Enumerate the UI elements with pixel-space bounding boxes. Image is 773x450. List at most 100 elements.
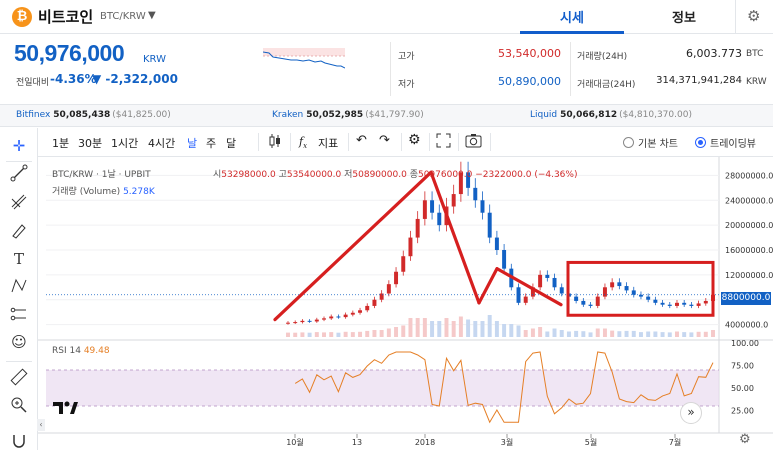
volume-bar: [502, 324, 507, 337]
volume-label: 거래량 (Volume): [52, 187, 121, 197]
ruler-icon[interactable]: [9, 368, 29, 388]
divider: [348, 133, 349, 151]
interval-week[interactable]: 주: [206, 137, 217, 150]
gear-icon[interactable]: ⚙: [408, 132, 421, 148]
rsi-label: RSI 14: [52, 346, 81, 356]
volume-bar: [358, 331, 363, 337]
chart-toolbar: 1분 30분 1시간 4시간 날 주 달 fx 지표 ↶ ↷ ⚙ 기본 차트 트…: [38, 128, 773, 157]
price-chart[interactable]: 28000000.0 24000000.0 20000000.0 16000000.0…: [38, 157, 773, 450]
volume-bar: [552, 328, 557, 337]
prediction-icon[interactable]: [9, 305, 29, 325]
legend-symbol[interactable]: BTC/KRW · 1날 · UPBIT: [52, 170, 151, 180]
amount-24h-value: 314,371,941,284: [656, 75, 742, 86]
indicator-icon[interactable]: fx: [299, 135, 308, 151]
candle-body: [610, 282, 615, 288]
interval-30m[interactable]: 30분: [78, 137, 103, 150]
gear-icon[interactable]: ⚙: [747, 7, 761, 25]
exchange-usd: ($41,825.00): [112, 110, 171, 120]
tradingview-radio[interactable]: [695, 137, 706, 148]
divider: [6, 361, 32, 362]
exchange-usd: ($4,810,370.00): [619, 110, 692, 120]
price-tick-label: 20000000.0: [725, 221, 773, 230]
exchange-usd: ($41,797.90): [365, 110, 424, 120]
basic-chart-label[interactable]: 기본 차트: [638, 139, 678, 150]
tradingview-label[interactable]: 트레이딩뷰: [710, 139, 756, 150]
volume-bar: [617, 331, 622, 337]
volume-bar: [386, 328, 391, 337]
tab-info[interactable]: 정보: [672, 11, 696, 26]
volume-bar: [365, 330, 370, 337]
pattern-icon[interactable]: [9, 277, 29, 297]
fib-tool-icon[interactable]: [9, 193, 29, 213]
candle-body: [523, 296, 528, 303]
annotation-trendline: [477, 267, 499, 305]
zoom-in-icon[interactable]: [9, 396, 29, 416]
high-label: 고: [278, 170, 287, 180]
indicator-button[interactable]: 지표: [318, 137, 339, 150]
ohlc-legend: 시53298000.0 고53540000.0 저50890000.0 종509…: [213, 167, 577, 180]
volume-bar: [480, 321, 485, 337]
fullscreen-icon[interactable]: [436, 133, 451, 151]
volume-bar: [538, 327, 543, 337]
coin-pair[interactable]: BTC/KRW: [100, 11, 146, 22]
candle-body: [437, 212, 442, 226]
volume-bar: [329, 332, 334, 337]
volume-bar: [437, 321, 442, 337]
camera-icon[interactable]: [465, 133, 482, 151]
candle-body: [538, 274, 543, 288]
annotation-trendline: [429, 170, 481, 305]
interval-month[interactable]: 달: [226, 137, 237, 150]
volume-bar: [343, 331, 348, 337]
divider: [570, 42, 571, 96]
candle-body: [667, 304, 672, 306]
candle-body: [502, 250, 507, 269]
crosshair-icon[interactable]: ✛: [12, 137, 26, 155]
interval-4h[interactable]: 4시간: [148, 137, 176, 150]
trendline-icon[interactable]: [9, 164, 29, 184]
interval-day[interactable]: 날: [187, 137, 198, 150]
candle-body: [530, 287, 535, 297]
time-tick-label: 2018: [415, 438, 435, 447]
emoji-icon[interactable]: ☺: [11, 333, 27, 351]
redo-icon[interactable]: ↷: [379, 133, 390, 148]
brush-icon[interactable]: [9, 221, 29, 241]
volume-bar: [444, 318, 449, 337]
exchange-value: 50,066,812: [560, 110, 618, 120]
divider: [458, 133, 459, 151]
candle-body: [379, 293, 384, 300]
undo-icon[interactable]: ↶: [356, 133, 367, 148]
chevron-down-icon[interactable]: ▼: [148, 10, 156, 21]
candle-type-icon[interactable]: [268, 133, 282, 152]
price-tick-label: 12000000.0: [725, 271, 773, 280]
amount-24h-label: 거래대금(24H): [577, 80, 636, 90]
gear-icon[interactable]: ⚙: [739, 432, 751, 447]
rsi-band: [46, 370, 719, 406]
tab-price[interactable]: 시세: [560, 11, 584, 26]
candle-body: [696, 303, 701, 306]
interval-1m[interactable]: 1분: [52, 137, 70, 150]
time-tick-label: 13: [352, 438, 362, 447]
interval-1h[interactable]: 1시간: [111, 137, 139, 150]
volume-bar: [574, 330, 579, 337]
volume-bar: [430, 321, 435, 337]
magnet-icon[interactable]: [9, 431, 29, 450]
candle-body: [451, 194, 456, 207]
volume-bar: [646, 331, 651, 337]
volume-24h-label: 거래량(24H): [577, 52, 628, 62]
collapse-arrow-icon[interactable]: ‹: [37, 419, 45, 431]
time-tick-label: 5월: [585, 437, 597, 447]
sparkline-chart: [263, 48, 345, 69]
basic-chart-radio[interactable]: [623, 137, 634, 148]
volume-bar: [415, 318, 420, 337]
candle-body: [703, 300, 708, 304]
text-tool-icon[interactable]: T: [13, 250, 24, 268]
scroll-to-latest-button[interactable]: »: [680, 402, 702, 424]
coin-name[interactable]: 비트코인: [38, 8, 94, 26]
volume-bar: [545, 331, 550, 337]
candle-body: [581, 300, 586, 305]
candle-body: [386, 284, 391, 294]
exchange-value: 50,085,438: [53, 110, 111, 120]
change-percent: -4.36%: [50, 72, 97, 86]
volume-bar: [559, 330, 564, 337]
candle-body: [617, 282, 622, 287]
